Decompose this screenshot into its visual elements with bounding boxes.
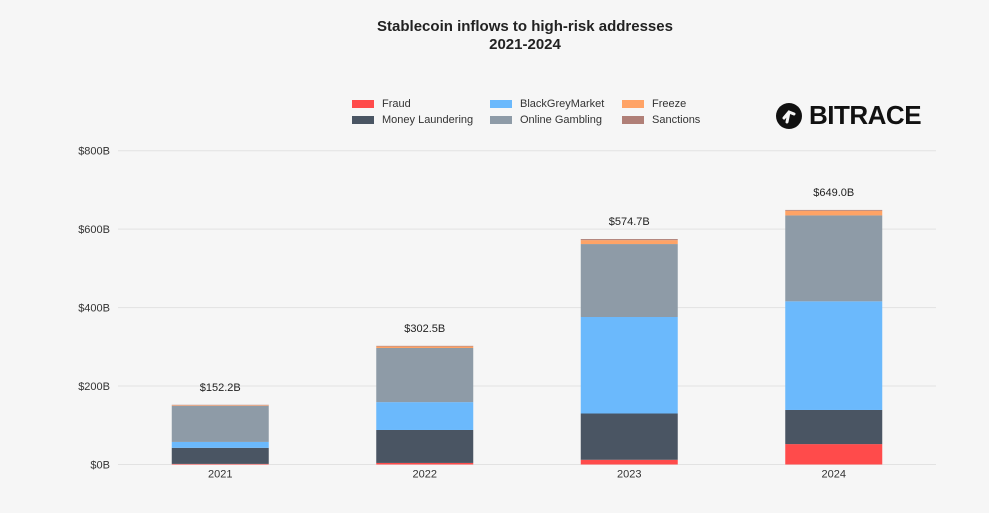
- bar-segment-fraud: [376, 462, 474, 465]
- x-tick-label: 2021: [208, 469, 232, 481]
- bar-segment-freeze: [171, 405, 269, 406]
- bar-segment-sanctions: [376, 345, 474, 347]
- bar-total-label: $302.5B: [404, 323, 445, 335]
- y-tick-label: $800B: [78, 146, 110, 158]
- bar-segment-fraud: [580, 459, 678, 465]
- legend-swatch: [622, 116, 644, 124]
- legend-item[interactable]: Sanctions: [622, 114, 700, 126]
- bar-segment-money-laundering: [171, 447, 269, 464]
- legend-swatch: [490, 116, 512, 124]
- bar-segment-blackgreymarket: [785, 301, 883, 410]
- legend-swatch: [490, 100, 512, 108]
- bar-segment-online-gambling: [580, 244, 678, 318]
- x-tick-label: 2024: [822, 469, 846, 481]
- legend-swatch: [352, 100, 374, 108]
- legend-swatch: [352, 116, 374, 124]
- x-tick-label: 2022: [413, 469, 437, 481]
- bar-segment-blackgreymarket: [376, 402, 474, 430]
- x-tick-label: 2023: [617, 469, 641, 481]
- y-tick-label: $600B: [78, 224, 110, 236]
- legend-label: Freeze: [652, 98, 687, 110]
- bar-segment-blackgreymarket: [171, 441, 269, 448]
- bar-segment-freeze: [580, 240, 678, 245]
- bar-segment-online-gambling: [785, 215, 883, 302]
- legend-item[interactable]: Fraud: [352, 98, 411, 110]
- bar-segment-fraud: [785, 444, 883, 465]
- legend-label: Fraud: [382, 98, 411, 110]
- y-tick-label: $0B: [90, 460, 110, 472]
- chart-subtitle: 2021-2024: [489, 36, 561, 53]
- legend-label: BlackGreyMarket: [520, 98, 605, 110]
- bar-segment-fraud: [171, 463, 269, 465]
- bar-segment-blackgreymarket: [580, 317, 678, 414]
- legend-item[interactable]: BlackGreyMarket: [490, 98, 604, 110]
- brand-logo: BITRACE: [775, 100, 922, 131]
- legend-label: Money Laundering: [382, 114, 474, 126]
- bar-segment-freeze: [376, 346, 474, 349]
- bar-segment-money-laundering: [785, 409, 883, 445]
- bar-segment-money-laundering: [580, 413, 678, 460]
- legend-item[interactable]: Money Laundering: [352, 114, 473, 126]
- legend-label: Online Gambling: [520, 114, 602, 126]
- bar-segment-sanctions: [785, 209, 883, 211]
- bar-total-label: $574.7B: [609, 216, 650, 228]
- bar-segment-sanctions: [580, 239, 678, 241]
- bar-segment-freeze: [785, 210, 883, 216]
- legend-item[interactable]: Online Gambling: [490, 114, 602, 126]
- bar-segment-money-laundering: [376, 429, 474, 463]
- bar-total-label: $649.0B: [813, 187, 854, 199]
- chart-title-line1: Stablecoin inflows to high-risk addresse…: [377, 18, 673, 35]
- bar-total-label: $152.2B: [200, 382, 241, 394]
- legend-item[interactable]: Freeze: [622, 98, 686, 110]
- bitrace-logo-icon: [776, 102, 802, 129]
- bar-segment-online-gambling: [376, 348, 474, 403]
- legend-swatch: [622, 100, 644, 108]
- chart-title: Stablecoin inflows to high-risk addresse…: [0, 18, 989, 54]
- y-tick-label: $400B: [78, 303, 110, 315]
- legend-label: Sanctions: [652, 114, 701, 126]
- brand-name: BITRACE: [809, 100, 922, 130]
- y-tick-label: $200B: [78, 381, 110, 393]
- bar-segment-online-gambling: [171, 405, 269, 442]
